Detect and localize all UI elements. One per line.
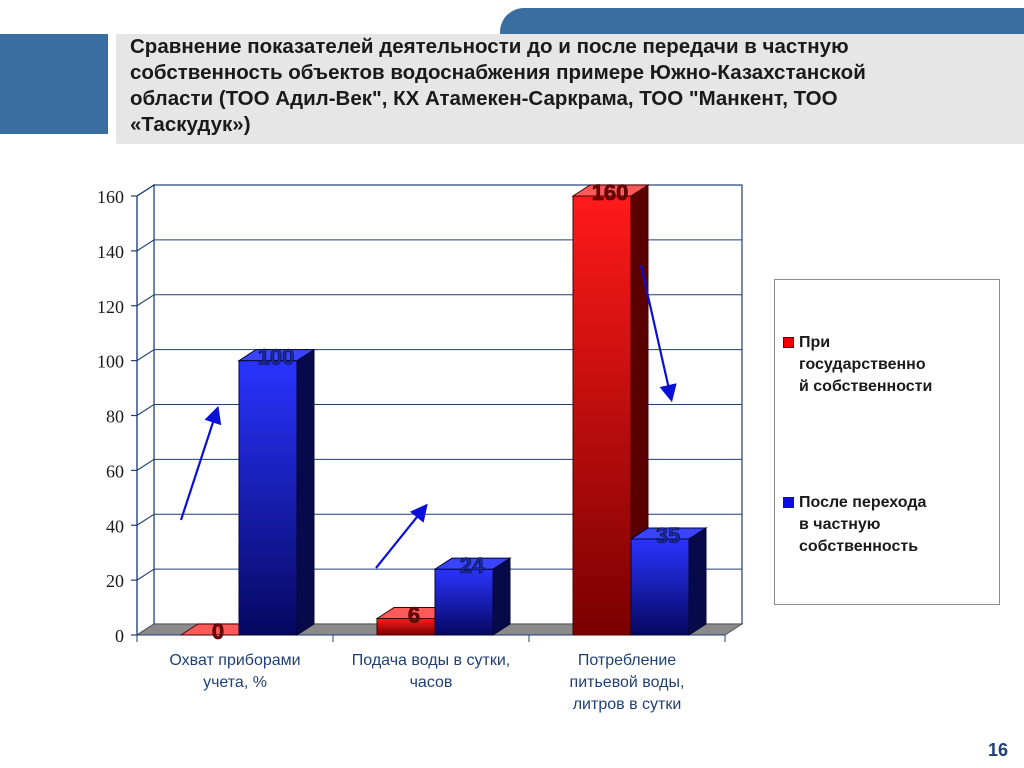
y-tick-label: 80: [106, 407, 124, 427]
bar-after-1: [433, 557, 512, 636]
data-label-before: 160: [592, 180, 629, 205]
bar-top: [629, 527, 708, 540]
data-label-before: 6: [408, 603, 420, 628]
x-category-label: Потребление питьевой воды, литров в сутки: [570, 652, 685, 713]
gridline: [136, 458, 742, 471]
gridline: [136, 568, 742, 581]
x-category-label-line: учета, %: [203, 674, 267, 691]
chart-legend: При государственно й собственности После…: [774, 279, 1000, 605]
trend-arrow-up-2: [375, 503, 428, 569]
legend-label-before: При государственно й собственности: [799, 334, 933, 395]
x-category-label: Подача воды в сутки, часов: [352, 652, 510, 691]
gridline: [136, 349, 742, 362]
bar-after-0: [237, 348, 316, 636]
bar-side: [492, 557, 511, 636]
y-tick-label: 120: [97, 297, 124, 317]
x-category-label-line: литров в сутки: [573, 696, 682, 713]
gridline: [136, 239, 742, 252]
legend-swatch-before: [783, 337, 794, 348]
gridline: [136, 184, 742, 197]
trend-arrow-up-1: [179, 405, 222, 521]
page-number: 16: [987, 740, 1008, 760]
x-category-label-line: Подача воды в сутки,: [352, 652, 510, 669]
y-tick-label: 140: [97, 242, 124, 262]
bar-front: [630, 538, 690, 636]
bar-front: [376, 618, 436, 636]
x-category-label-line: часов: [410, 674, 453, 691]
bar-before-2: [571, 184, 650, 636]
header-tab-decoration: [500, 8, 1024, 34]
x-category-label-line: питьевой воды,: [570, 674, 685, 691]
bar-top: [571, 184, 650, 197]
y-tick-label: 20: [106, 571, 124, 591]
bar-after-2: [629, 527, 708, 636]
x-category-label: Охват приборами учета, %: [169, 652, 300, 691]
header-left-block-decoration: [0, 34, 108, 134]
y-tick-label: 100: [97, 352, 124, 372]
trend-arrow-down-3: [639, 264, 677, 403]
y-tick-label: 60: [106, 461, 124, 481]
y-tick-label: 160: [97, 187, 124, 207]
data-label-before: 0: [212, 619, 224, 644]
data-label-after: 100: [258, 345, 295, 370]
bar-side: [688, 527, 707, 636]
data-label-after: 24: [460, 553, 485, 578]
title-band: [116, 34, 1024, 144]
x-category-label-line: Охват приборами: [169, 652, 300, 669]
bar-front: [238, 360, 298, 636]
bar-top: [237, 349, 316, 362]
x-category-label-line: Потребление: [578, 652, 676, 669]
legend-label-after: После перехода в частную собственность: [799, 494, 927, 555]
y-tick-label: 0: [115, 626, 124, 646]
bar-side: [296, 348, 315, 636]
bar-front: [434, 568, 494, 636]
slide-title: Сравнение показателей деятельности до и …: [130, 35, 866, 136]
gridline: [136, 294, 742, 307]
data-label-after: 35: [656, 523, 680, 548]
legend-swatch-after: [783, 497, 794, 508]
bar-front: [572, 195, 632, 636]
gridline: [136, 403, 742, 416]
y-tick-label: 40: [106, 516, 124, 536]
bar-top: [433, 557, 512, 570]
gridline: [136, 513, 742, 526]
